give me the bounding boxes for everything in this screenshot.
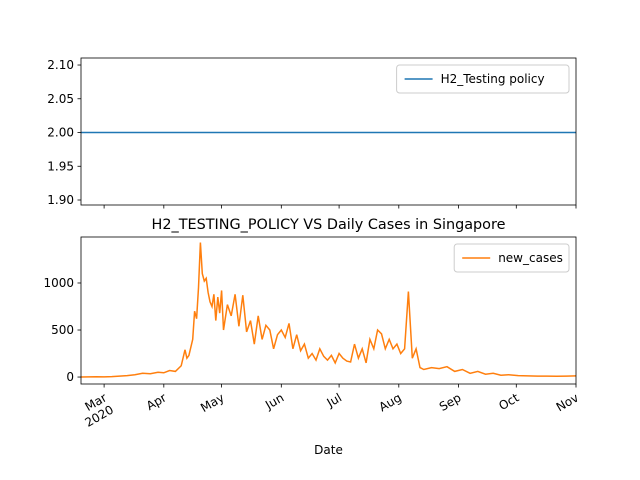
legend: H2_Testing policy (396, 64, 570, 94)
x-tick-label: Oct (496, 390, 521, 413)
y-tick-label: 500 (51, 323, 74, 337)
legend-box (396, 64, 570, 94)
x-tick-label: Aug (377, 391, 404, 415)
x-tick-label: Jun (262, 391, 286, 413)
chart-title: H2_TESTING_POLICY VS Daily Cases in Sing… (152, 217, 506, 233)
x-tick-label: Jul (324, 391, 344, 411)
x-axis-label: Date (314, 443, 343, 457)
y-tick-label: 2.10 (47, 58, 74, 72)
axes-frame (80, 57, 577, 206)
x-tick-label: Nov (554, 391, 581, 415)
y-tick-label: 1000 (43, 276, 74, 290)
series-line (80, 242, 577, 378)
legend-box (453, 243, 570, 273)
x-tick-label: Apr (144, 391, 169, 414)
y-tick-label: 1.95 (47, 159, 74, 173)
y-tick-label: 2.00 (47, 126, 74, 140)
x-tick-label: Sep (437, 391, 464, 414)
legend-label: new_cases (498, 251, 563, 265)
legend: new_cases (453, 243, 570, 273)
y-tick-label: 2.05 (47, 92, 74, 106)
x-tick-label: Mar2020 (76, 391, 116, 430)
x-tick-label: May (198, 391, 226, 416)
legend-label: H2_Testing policy (441, 72, 545, 86)
axes-frame (80, 236, 577, 385)
y-tick-label: 0 (66, 370, 74, 384)
y-tick-label: 1.90 (47, 193, 74, 207)
